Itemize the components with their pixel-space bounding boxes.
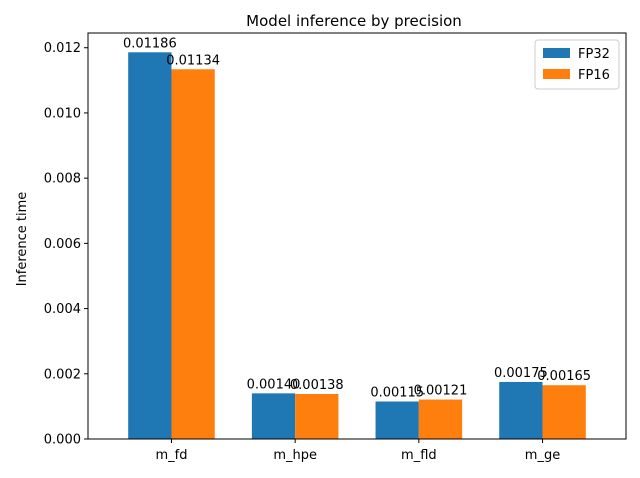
y-tick-label: 0.002 <box>44 367 81 382</box>
bar-fp32-m_hpe <box>251 393 296 439</box>
legend: FP32 FP16 <box>534 39 620 90</box>
y-tick-label: 0.010 <box>44 106 81 121</box>
legend-label-fp16: FP16 <box>578 68 610 83</box>
bar-fp16-m_hpe <box>295 394 339 439</box>
data-label-fp16-m_ge: 0.00165 <box>537 369 591 384</box>
x-tick-label-m_fd: m_fd <box>155 448 187 463</box>
y-tick-label: 0.000 <box>44 433 81 448</box>
y-tick-label: 0.006 <box>44 237 81 252</box>
legend-swatch-fp16 <box>543 69 570 79</box>
x-axis-ticks: m_fd m_hpe m_fld m_ge <box>155 439 560 463</box>
y-tick-label: 0.012 <box>44 41 81 56</box>
bar-fp16-m_fd <box>171 69 215 439</box>
y-axis-label: Inference time <box>15 192 30 287</box>
x-tick-label-m_hpe: m_hpe <box>273 448 317 463</box>
y-axis-ticks: 0.000 0.002 0.004 0.006 0.008 0.010 0.012 <box>44 41 88 448</box>
legend-swatch-fp32 <box>543 48 570 58</box>
data-label-fp32-m_ge: 0.00175 <box>494 366 548 381</box>
data-label-fp16-m_hpe: 0.00138 <box>290 378 344 393</box>
bar-fp16-m_ge <box>542 385 586 439</box>
bar-fp32-m_fld <box>375 401 419 439</box>
data-label-fp32-m_fd: 0.01186 <box>123 36 177 51</box>
data-label-fp16-m_fld: 0.00121 <box>414 384 468 399</box>
y-tick-label: 0.004 <box>44 302 81 317</box>
data-label-fp32-m_hpe: 0.00140 <box>247 377 301 392</box>
legend-label-fp32: FP32 <box>578 47 610 62</box>
x-tick-label-m_ge: m_ge <box>525 448 560 463</box>
plot-frame <box>87 32 627 440</box>
x-tick-label-m_fld: m_fld <box>401 448 437 463</box>
data-label-fp16-m_fd: 0.01134 <box>166 53 220 68</box>
data-label-fp32-m_fld: 0.00115 <box>370 386 424 401</box>
data-labels-group: 0.01186 0.00140 0.00115 0.00175 0.01134 0.001… <box>123 36 591 400</box>
bar-fp16-m_fld <box>418 399 463 439</box>
bar-fp32-m_ge <box>499 381 543 439</box>
y-tick-label: 0.008 <box>44 172 81 187</box>
chart-title: Model inference by precision <box>246 12 462 30</box>
bars-group <box>128 52 586 440</box>
bar-fp32-m_fd <box>128 52 172 440</box>
